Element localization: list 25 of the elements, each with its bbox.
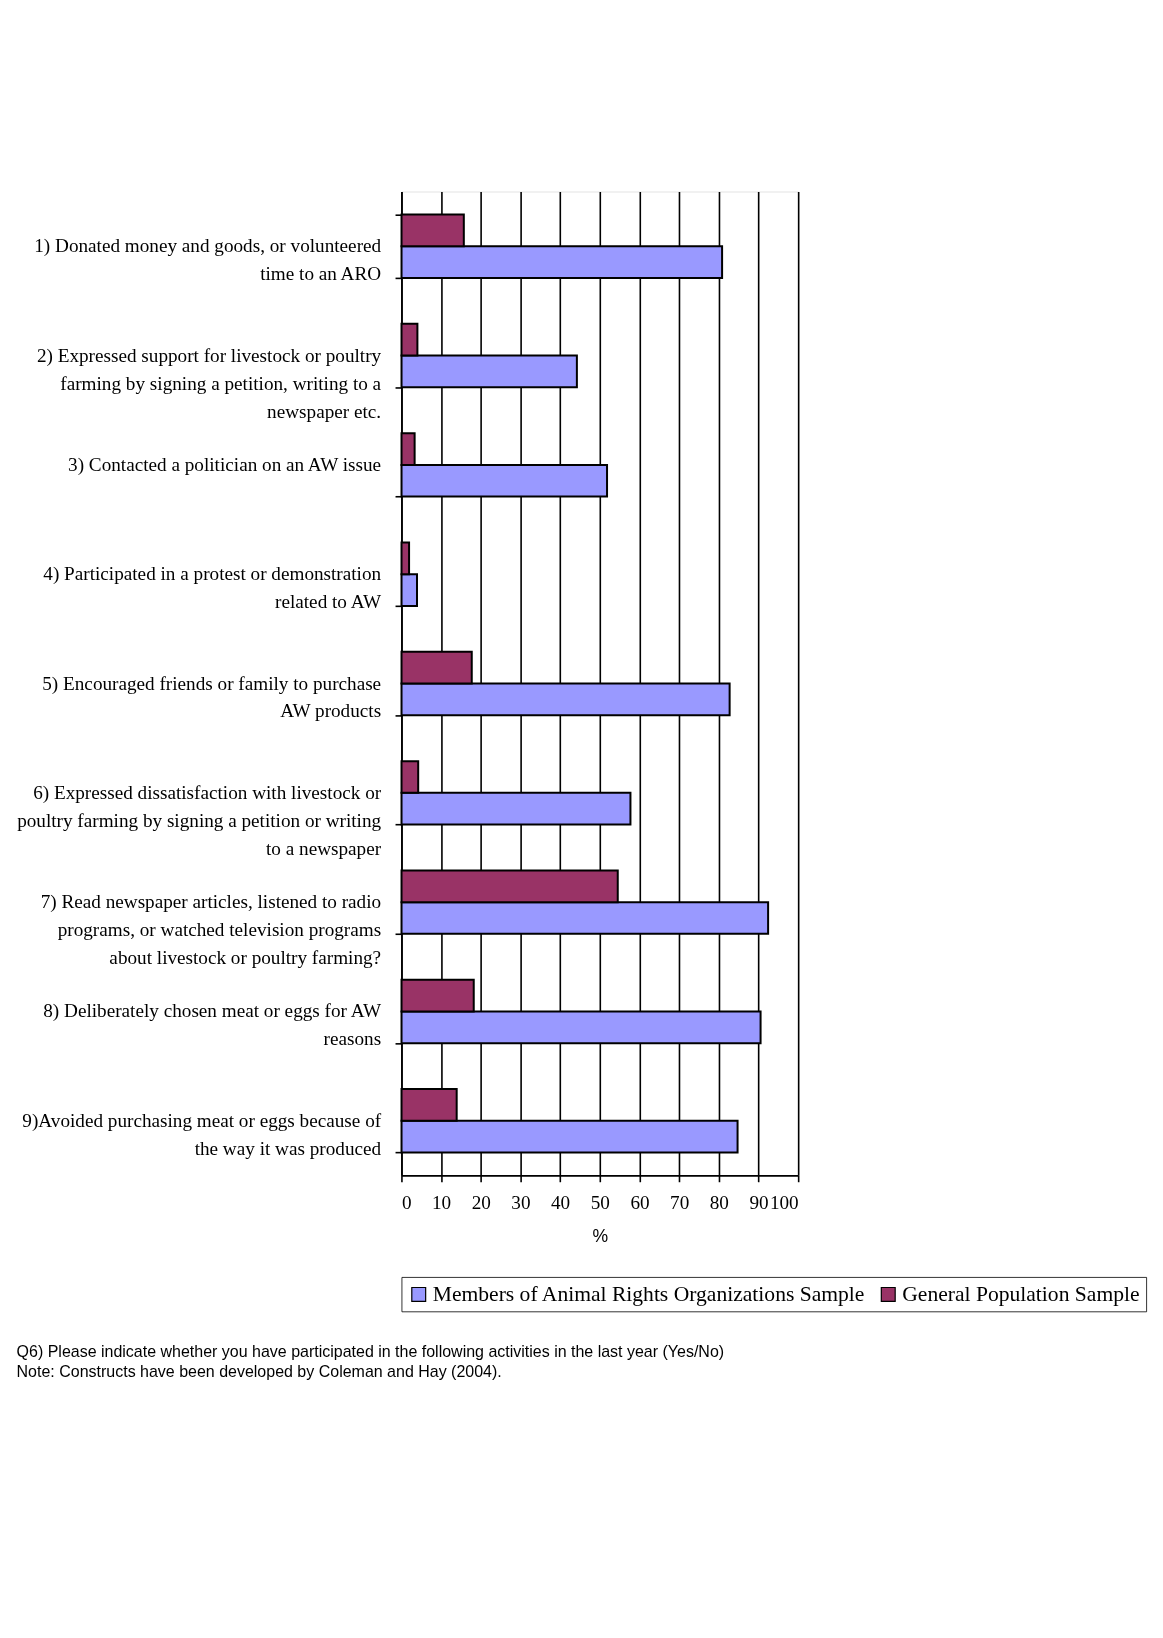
legend-label: Members of Animal Rights Organizations Sample: [432, 1281, 865, 1306]
y-tick-label: 7) Read newspaper articles, listened to radio programs, or watched television programs about livestock or poultry farming?: [40, 891, 382, 969]
y-tick-label: 6) Expressed dissatisfaction with livestock or poultry farming by signing a petition or writing to a newspaper: [17, 781, 382, 859]
x-tick-label: 60: [630, 1191, 650, 1213]
y-tick-label: 9)Avoided purchasing meat or eggs because of the way it was produced: [22, 1109, 382, 1159]
text: Q6) Please indicate whether you have participated in the following activities in the last year (Yes/No): [16, 1342, 725, 1360]
y-tick-label: 1) Donated money and goods, or volunteered time to an ARO: [34, 235, 382, 285]
x-tick-label: 30: [511, 1191, 531, 1213]
y-tick-label: 5) Encouraged friends or family to purchase AW products: [42, 672, 382, 722]
x-tick-label: 50: [590, 1191, 610, 1213]
y-tick-label: 2) Expressed support for livestock or poultry farming by signing a petition, writing to a newspaper etc.: [36, 344, 382, 422]
x-tick-label: 10: [432, 1191, 452, 1213]
x-tick-label: 20: [471, 1191, 491, 1213]
x-tick-label: 100: [769, 1191, 799, 1213]
x-tick-label: 70: [670, 1191, 690, 1213]
x-tick-label: 90: [749, 1191, 769, 1213]
text: Note: Constructs have been developed by Coleman and Hay (2004).: [16, 1363, 502, 1381]
x-tick-label: 40: [551, 1191, 571, 1213]
legend-label: General Population Sample: [902, 1281, 1140, 1306]
x-axis-title: %: [592, 1226, 609, 1247]
x-tick-label: 80: [709, 1191, 729, 1213]
x-tick-label: 0: [401, 1191, 412, 1213]
y-tick-label: 4) Participated in a protest or demonstration related to AW: [43, 563, 383, 613]
y-tick-label: 3) Contacted a politician on an AW issue: [68, 453, 382, 476]
y-tick-label: 8) Deliberately chosen meat or eggs for AW reasons: [43, 1000, 383, 1050]
